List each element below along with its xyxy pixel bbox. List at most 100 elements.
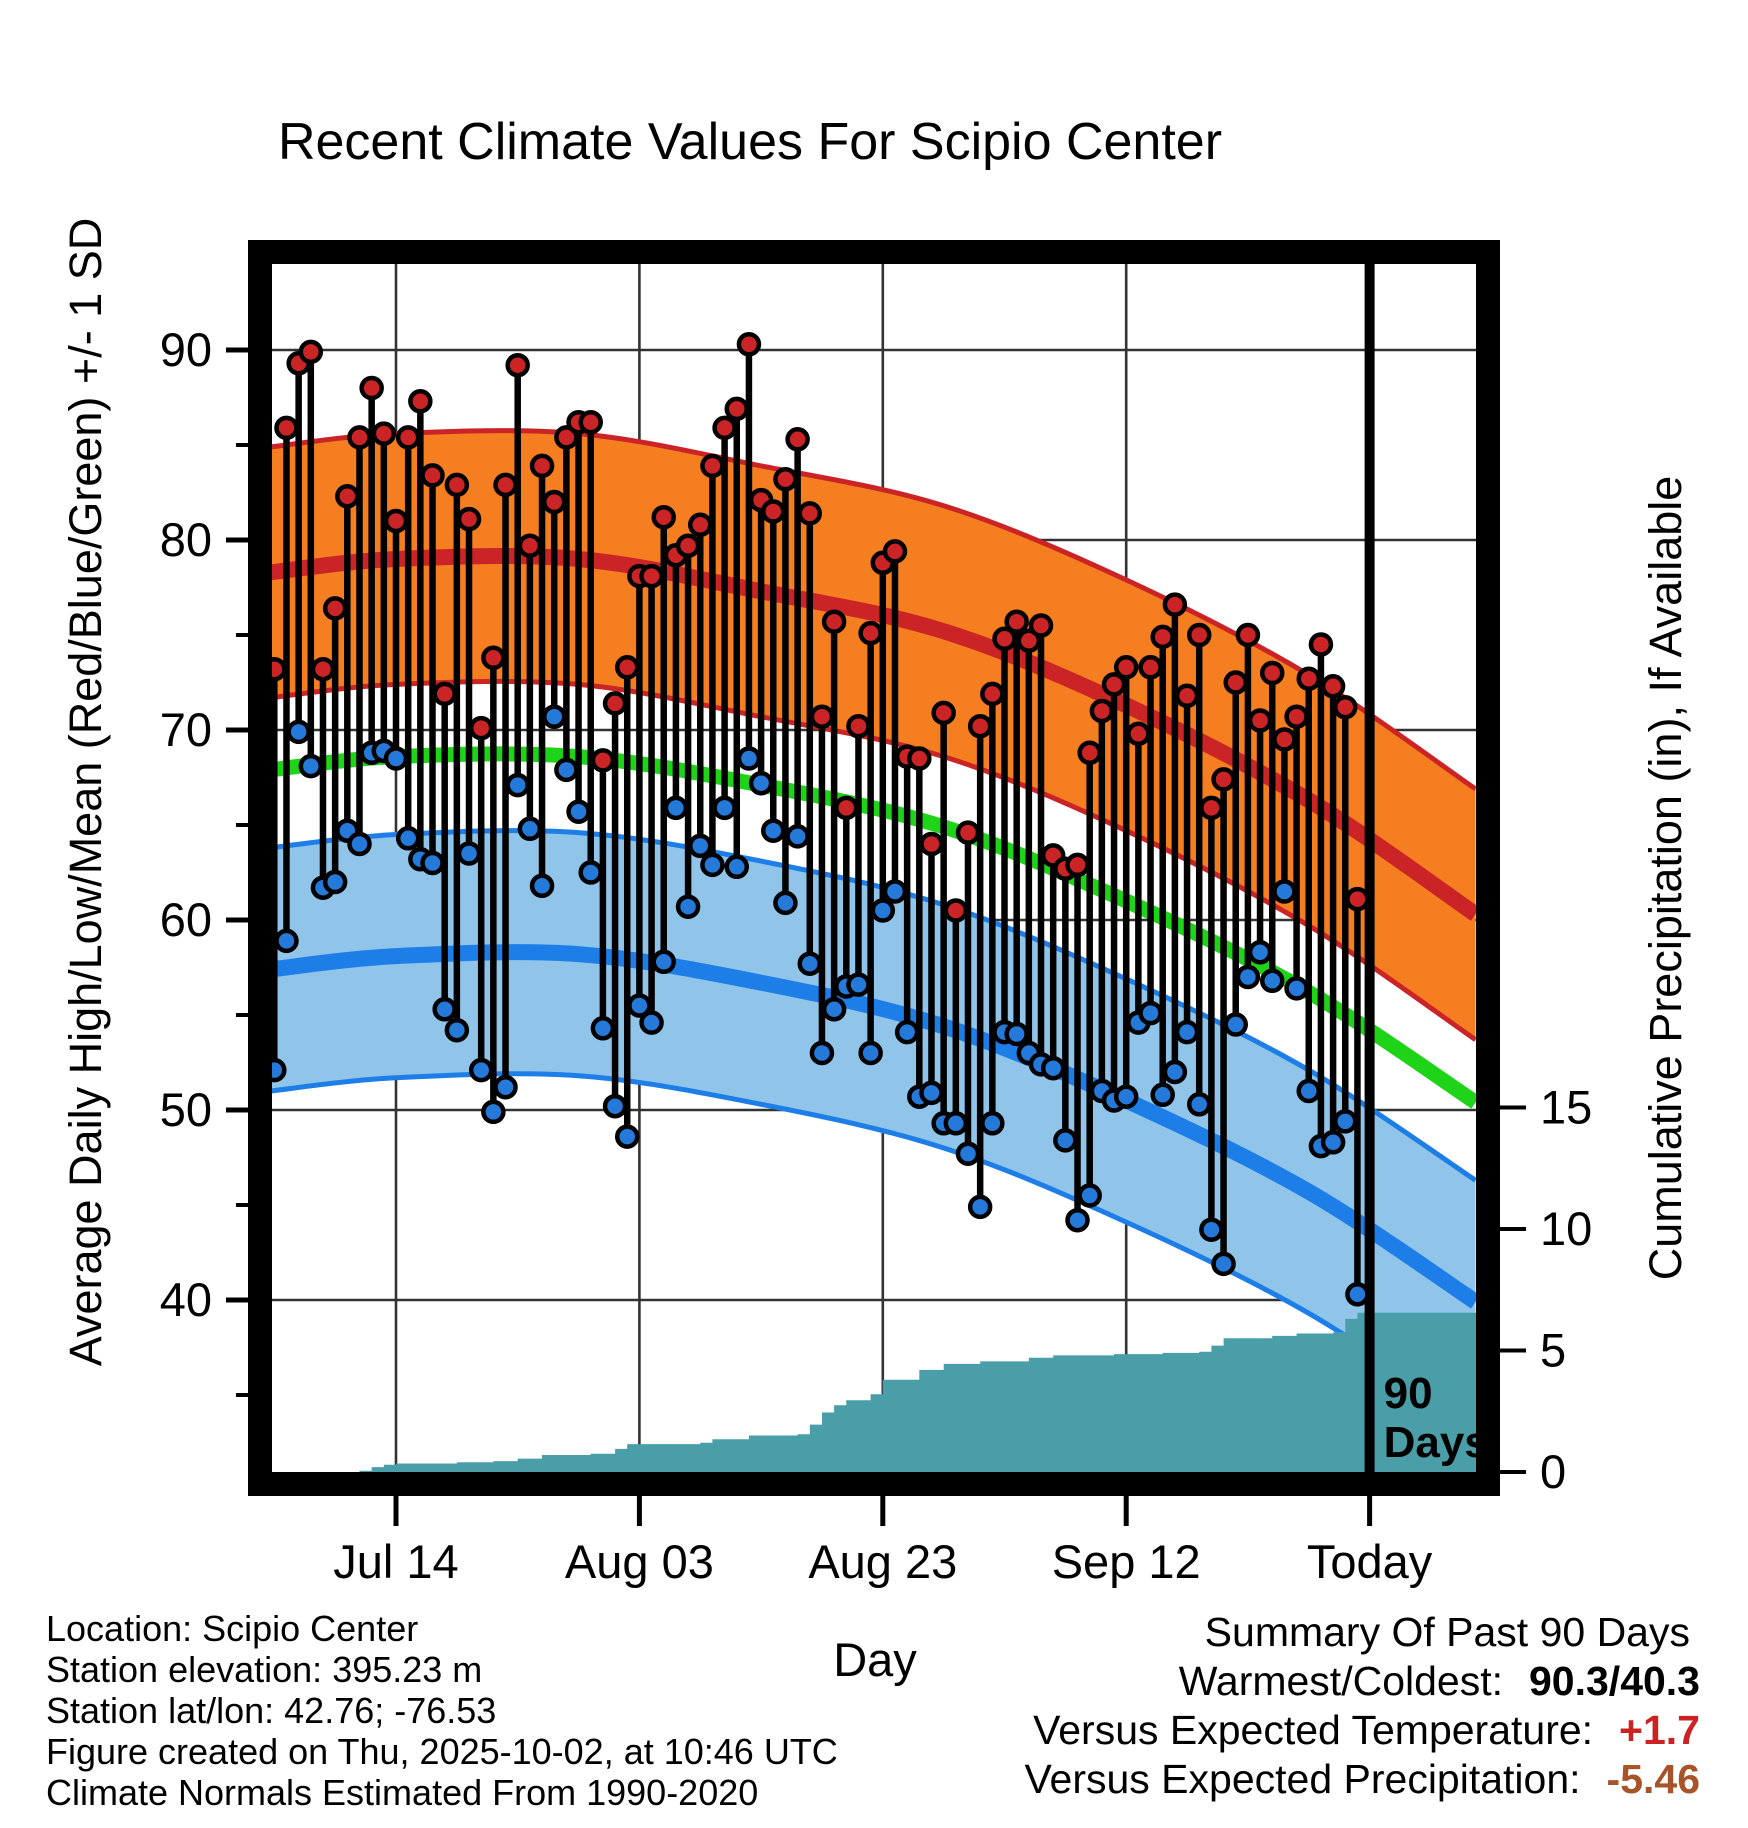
period-label: Days: [1384, 1418, 1489, 1467]
daily-low-dot: [274, 928, 299, 954]
daily-high-dot: [614, 655, 640, 680]
daily-high-dot: [1138, 655, 1163, 680]
daily-high-dot: [992, 626, 1017, 652]
daily-low-dot: [919, 1080, 944, 1106]
daily-low-dot: [882, 879, 908, 904]
daily-high-dot: [1211, 767, 1236, 792]
daily-high-dot: [688, 512, 713, 538]
daily-low-dot: [541, 704, 567, 729]
daily-high-dot: [1284, 704, 1309, 729]
daily-high-dot: [712, 415, 737, 441]
daily-low-dot: [383, 746, 409, 771]
summary-row: Versus Expected Precipitation: -5.46: [1024, 1755, 1700, 1804]
daily-high-dot: [1186, 622, 1212, 648]
daily-high-dot: [639, 563, 664, 589]
daily-high-dot: [578, 409, 603, 435]
daily-low-dot: [809, 1040, 835, 1066]
daily-high-dot: [1223, 670, 1248, 695]
chart-title: Recent Climate Values For Scipio Center: [277, 113, 1223, 171]
daily-high-dot: [1235, 622, 1261, 648]
daily-high-dot: [554, 425, 579, 450]
daily-low-dot: [736, 746, 762, 771]
daily-low-dot: [821, 997, 847, 1022]
temp-anomaly-value: +1.7: [1619, 1707, 1700, 1753]
daily-high-dot: [821, 609, 847, 634]
daily-high-dot: [590, 748, 616, 773]
daily-low-dot: [347, 831, 372, 857]
period-label: 90: [1384, 1369, 1433, 1418]
station-info-line: Figure created on Thu, 2025-10-02, at 10…: [46, 1731, 838, 1772]
y-right-tick-label: 15: [1540, 1081, 1592, 1134]
daily-low-dot: [432, 997, 457, 1022]
daily-low-dot: [578, 860, 603, 885]
daily-low-dot: [420, 850, 445, 876]
daily-low-dot: [700, 852, 725, 878]
y-left-tick-label: 60: [160, 893, 212, 946]
daily-high-dot: [298, 339, 324, 365]
daily-high-dot: [602, 691, 628, 716]
daily-high-dot: [846, 713, 871, 739]
summary-row-label: Versus Expected Temperature:: [1033, 1707, 1594, 1753]
daily-low-dot: [1296, 1078, 1321, 1104]
daily-high-dot: [980, 681, 1005, 707]
daily-high-dot: [700, 453, 725, 479]
daily-low-dot: [272, 1057, 287, 1083]
daily-high-dot: [493, 472, 518, 498]
daily-low-dot: [748, 770, 774, 796]
daily-low-dot: [1272, 879, 1297, 904]
daily-high-dot: [1150, 624, 1175, 650]
station-info-line: Climate Normals Estimated From 1990-2020: [46, 1772, 759, 1813]
daily-low-dot: [663, 795, 689, 821]
daily-low-dot: [1259, 968, 1285, 994]
x-axis-label: Day: [833, 1633, 917, 1686]
daily-low-dot: [505, 772, 530, 798]
daily-low-dot: [1320, 1130, 1346, 1155]
daily-low-dot: [1186, 1092, 1212, 1117]
daily-high-dot: [943, 898, 969, 923]
daily-high-dot: [432, 681, 457, 707]
daily-low-dot: [967, 1194, 993, 1220]
precip-anomaly-value: -5.46: [1606, 1756, 1700, 1802]
daily-high-dot: [322, 596, 348, 621]
daily-high-dot: [1113, 655, 1139, 680]
daily-high-dot: [444, 472, 470, 498]
daily-low-dot: [675, 894, 701, 919]
daily-high-dot: [310, 656, 336, 682]
station-info: Location: Scipio Center Station elevatio…: [46, 1608, 838, 1813]
daily-high-dot: [797, 501, 823, 526]
daily-high-dot: [383, 508, 409, 534]
daily-high-dot: [651, 504, 676, 530]
precipitation: [272, 1312, 1476, 1472]
summary-row: Versus Expected Temperature: +1.7: [1024, 1706, 1700, 1755]
daily-low-dot: [298, 753, 324, 779]
station-info-line: Location: Scipio Center: [46, 1608, 419, 1649]
daily-low-dot: [797, 951, 823, 976]
daily-low-dot: [980, 1111, 1005, 1136]
daily-high-dot: [420, 463, 445, 488]
plot-frame: [248, 240, 1500, 1496]
daily-high-dot: [1004, 609, 1029, 634]
daily-high-dot: [1028, 613, 1054, 638]
summary-row: Warmest/Coldest: 90.3/40.3: [1024, 1657, 1700, 1706]
daily-high-dot: [1259, 660, 1285, 686]
daily-high-dot: [955, 820, 981, 845]
y-left-tick-label: 90: [160, 323, 212, 376]
summary-block: Summary Of Past 90 Days Warmest/Coldest:…: [1024, 1608, 1700, 1804]
daily-low-dot: [846, 972, 871, 997]
daily-low-dot: [943, 1111, 969, 1136]
daily-low-dot: [468, 1057, 494, 1083]
daily-low-dot: [456, 841, 482, 866]
station-info-line: Station elevation: 395.23 m: [46, 1649, 483, 1690]
precip-area: [272, 1312, 1476, 1472]
daily-low-dot: [639, 1010, 664, 1035]
daily-high-dot: [1247, 708, 1273, 733]
daily-low-dot: [651, 949, 676, 975]
daily-high-dot: [919, 831, 944, 857]
daily-high-dot: [408, 389, 433, 414]
y-right-tick-label: 10: [1540, 1202, 1592, 1255]
daily-dots: [272, 332, 1370, 1307]
daily-low-dot: [1040, 1055, 1066, 1081]
axes: 40 50 60 70 80 90 0 5 10 15 Jul 14 Aug 03 Aug 23 Sep …: [160, 323, 1593, 1588]
